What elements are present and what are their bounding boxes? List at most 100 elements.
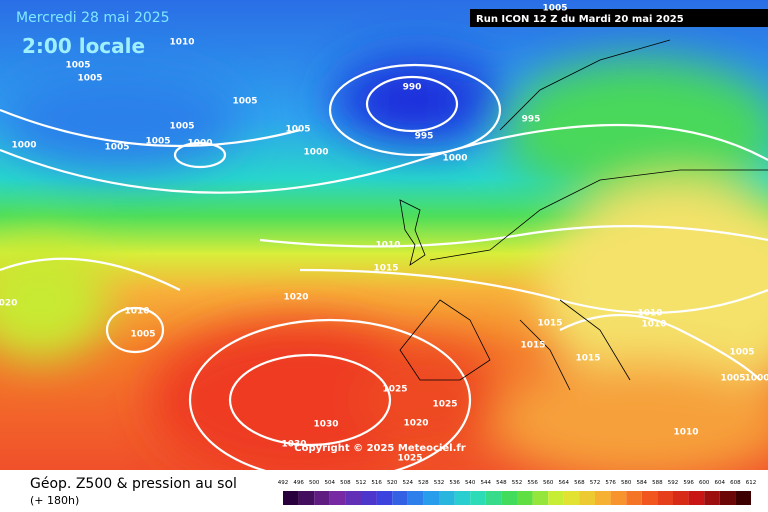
isobar-label: 995 [522, 115, 541, 125]
run-label: Run ICON 12 Z du Mardi 20 mai 2025 [476, 14, 684, 25]
scale-swatch [719, 491, 736, 505]
scale-swatch [314, 491, 330, 505]
isobar-label: 1025 [397, 454, 422, 464]
isobar-label: 1010 [637, 309, 662, 319]
isobar-label: 1000 [442, 154, 467, 164]
date-label: Mercredi 28 mai 2025 [16, 10, 170, 26]
isobar-label: 1000 [303, 148, 328, 158]
footer-lead: (+ 180h) [30, 494, 79, 507]
scale-label: 548 [496, 480, 507, 486]
isobar-label: 1010 [641, 320, 666, 330]
scale-label: 592 [668, 480, 679, 486]
scale-swatch [595, 491, 611, 505]
scale-swatch [501, 491, 517, 505]
scale-swatch [579, 491, 595, 505]
scale-label: 588 [652, 480, 663, 486]
scale-swatch [626, 491, 642, 505]
scale-label: 612 [746, 480, 757, 486]
isobar-label: 1015 [520, 341, 545, 351]
scale-label: 524 [403, 480, 414, 486]
isobar-label: 1015 [537, 319, 562, 329]
isobar-label: 020 [0, 299, 17, 309]
isobar-label: 1025 [382, 385, 407, 395]
scale-swatch [610, 491, 627, 505]
scale-label: 596 [683, 480, 694, 486]
isobar-label: 1005 [720, 374, 745, 384]
scale-label: 500 [309, 480, 320, 486]
isobar-label: 1005 [77, 74, 102, 84]
scale-swatch [361, 491, 377, 505]
scale-swatch [641, 491, 658, 505]
scale-label: 512 [356, 480, 367, 486]
scale-swatch [657, 491, 673, 505]
isobar-label: 1015 [575, 354, 600, 364]
scale-swatch [329, 491, 346, 505]
isobar-label: 1030 [281, 440, 306, 450]
scale-swatch [704, 491, 720, 505]
isobar-label: 1010 [169, 38, 194, 48]
footer-title: Géop. Z500 & pression au sol [30, 476, 237, 492]
scale-label: 608 [730, 480, 741, 486]
isobar-label: 1005 [729, 348, 754, 358]
scale-label: 496 [293, 480, 304, 486]
scale-label: 568 [574, 480, 585, 486]
isobar-label: 1000 [744, 374, 768, 384]
isobar-label: 995 [415, 132, 434, 142]
copyright: Copyright © 2025 Meteociel.fr [294, 443, 465, 454]
scale-label: 544 [481, 480, 492, 486]
isobar-label: 1015 [373, 264, 398, 274]
scale-swatch [298, 491, 315, 505]
scale-label: 520 [387, 480, 398, 486]
isobar-label: 1005 [232, 97, 257, 107]
isobar-label: 1010 [375, 241, 400, 251]
scale-label: 552 [512, 480, 523, 486]
scale-swatch [470, 491, 486, 505]
scale-swatch [517, 491, 533, 505]
scale-label: 528 [418, 480, 429, 486]
scale-label: 508 [340, 480, 351, 486]
scale-label: 584 [637, 480, 648, 486]
scale-swatch [376, 491, 393, 505]
scale-swatch [345, 491, 361, 505]
scale-swatch [485, 491, 502, 505]
isobar-label: 1005 [145, 137, 170, 147]
scale-swatch [563, 491, 580, 505]
isobar-label: 1020 [283, 293, 308, 303]
scale-swatch [688, 491, 705, 505]
isobar-label: 1005 [542, 4, 567, 14]
run-banner [470, 9, 768, 27]
scale-swatch [673, 491, 689, 505]
scale-label: 600 [699, 480, 710, 486]
scale-label: 536 [449, 480, 460, 486]
scale-swatch [283, 491, 299, 505]
isobar-label: 1005 [104, 143, 129, 153]
scale-label: 564 [559, 480, 570, 486]
isobar-label: 1010 [673, 428, 698, 438]
scale-swatch [454, 491, 471, 505]
scale-swatch [532, 491, 549, 505]
scale-label: 572 [590, 480, 601, 486]
scale-swatch [423, 491, 439, 505]
isobar-label: 1000 [11, 141, 36, 151]
scale-swatch [439, 491, 455, 505]
scale-label: 516 [371, 480, 382, 486]
scale-swatch [392, 491, 408, 505]
isobar-label: 1010 [124, 307, 149, 317]
isobar-label: 990 [403, 83, 422, 93]
isobar-label: 1020 [403, 419, 428, 429]
scale-swatch [407, 491, 424, 505]
isobar-label: 1005 [130, 330, 155, 340]
scale-label: 556 [527, 480, 538, 486]
field [0, 0, 768, 482]
scale-swatch [735, 491, 751, 505]
time-label: 2:00 locale [22, 34, 145, 58]
isobar-label: 1000 [187, 139, 212, 149]
scale-label: 532 [434, 480, 445, 486]
scale-label: 576 [605, 480, 616, 486]
scale-label: 492 [278, 480, 289, 486]
isobar-label: 1005 [285, 125, 310, 135]
scale-label: 604 [715, 480, 726, 486]
isobar-label: 1005 [169, 122, 194, 132]
isobar-label: 1005 [65, 61, 90, 71]
